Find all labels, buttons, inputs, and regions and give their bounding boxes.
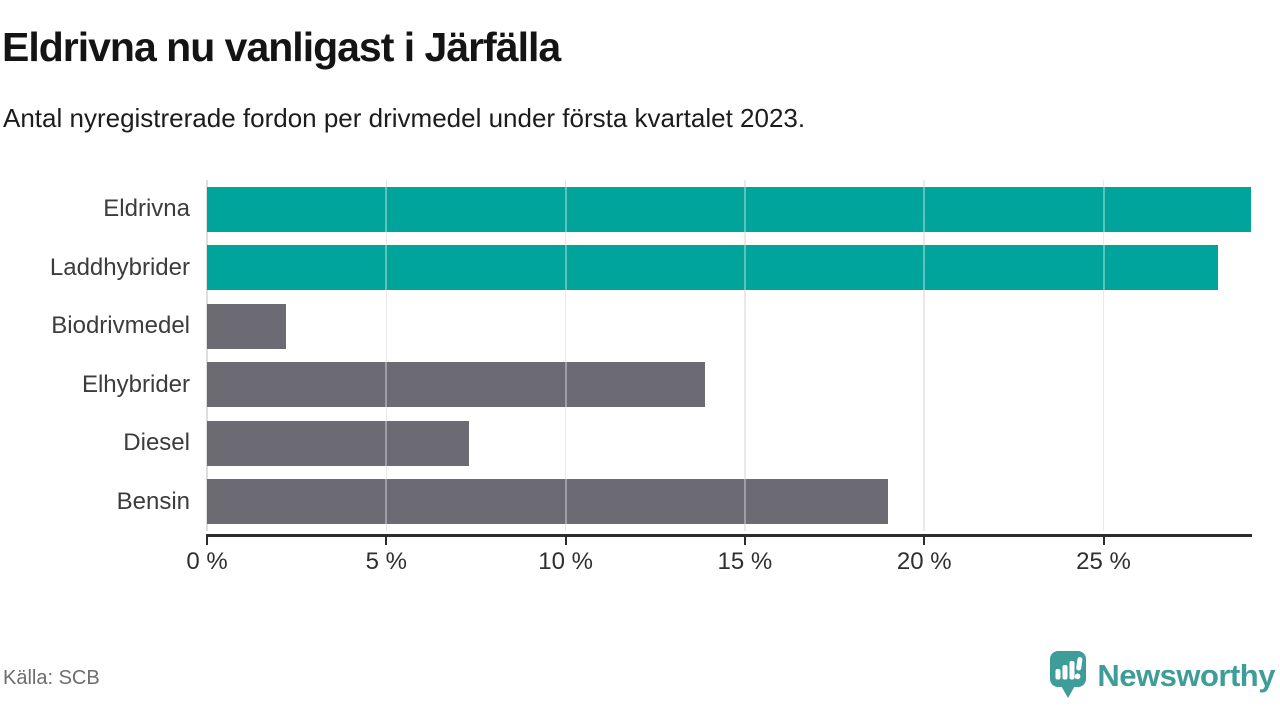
bar: [207, 479, 889, 525]
axis-tick-label: 25 %: [1076, 548, 1131, 575]
gridline: [1102, 180, 1105, 531]
gridline: [744, 180, 746, 531]
gridline: [923, 180, 925, 531]
axis-tick-label: 15 %: [717, 548, 773, 575]
chart-subtitle: Antal nyregistrerade fordon per drivmede…: [3, 103, 806, 133]
source-note: Källa: SCB: [3, 667, 100, 689]
gridline-overlay: [923, 180, 926, 531]
gridline-overlay: [743, 180, 746, 531]
category-label: Biodrivmedel: [51, 312, 190, 339]
gridline: [206, 180, 208, 531]
axis-tick: [385, 534, 388, 545]
plot-area: [206, 180, 1252, 531]
bar: [207, 362, 706, 408]
axis-tick-label: 5 %: [365, 548, 407, 575]
bar: [207, 245, 1219, 291]
category-label: Diesel: [123, 429, 190, 456]
x-axis-line: [207, 534, 1252, 537]
axis-tick: [564, 534, 567, 545]
newsworthy-logo: Newsworthy: [1049, 648, 1275, 704]
axis-tick: [923, 534, 926, 545]
bar: [207, 420, 469, 466]
bar-chart: Eldrivna Laddhybrider Biodrivmedel Elhybrid…: [0, 180, 1280, 600]
axis-tick-label: 0 %: [186, 548, 228, 575]
category-label: Eldrivna: [103, 195, 190, 222]
axis-tick: [1102, 534, 1105, 545]
newsworthy-logo-text: Newsworthy: [1097, 658, 1275, 693]
category-label: Bensin: [116, 487, 190, 515]
gridline-overlay: [564, 180, 567, 531]
gridline: [564, 180, 567, 531]
gridline-overlay: [1102, 180, 1105, 531]
chart-title: Eldrivna nu vanligast i Järfälla: [2, 24, 561, 70]
gridline-overlay: [385, 180, 388, 531]
category-label: Laddhybrider: [49, 253, 190, 281]
axis-tick: [206, 534, 208, 545]
axis-tick-label: 10 %: [538, 548, 593, 575]
bar: [207, 303, 286, 349]
category-label: Elhybrider: [81, 370, 190, 398]
newsworthy-logo-icon: [1050, 651, 1087, 698]
gridline: [385, 180, 388, 531]
bar: [207, 186, 1251, 232]
axis-tick-label: 20 %: [896, 548, 952, 575]
axis-tick: [743, 534, 746, 545]
category-axis: Eldrivna Laddhybrider Biodrivmedel Elhybrid…: [0, 180, 190, 531]
